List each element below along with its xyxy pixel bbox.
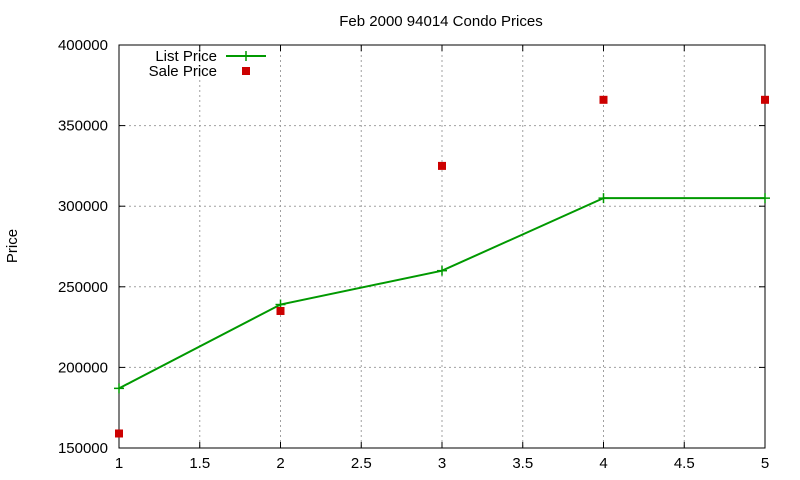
x-tick-label: 1.5 (189, 455, 210, 472)
legend-label-sale-price: Sale Price (149, 63, 217, 80)
x-tick-label: 4 (599, 455, 607, 472)
y-axis-title: Price (4, 229, 21, 263)
series-marks (114, 95, 770, 438)
list-price-point (598, 193, 609, 204)
x-tick-label: 2.5 (351, 455, 372, 472)
x-tick-label: 3 (438, 455, 446, 472)
x-axis-tick-labels: 1 1.5 2 2.5 3 3.5 4 4.5 5 (115, 455, 769, 472)
legend-swatches (226, 51, 266, 75)
x-tick-label: 5 (761, 455, 769, 472)
y-tick-label: 200000 (58, 359, 108, 376)
axis-ticks (118, 44, 766, 449)
chart-title: Feb 2000 94014 Condo Prices (339, 13, 542, 30)
sale-price-point (438, 161, 446, 170)
legend-swatch-sale-price-marker (242, 67, 250, 75)
list-price-point (114, 383, 124, 394)
y-tick-label: 250000 (58, 279, 108, 296)
x-tick-label: 4.5 (674, 455, 695, 472)
y-tick-label: 350000 (58, 118, 108, 135)
list-price-point (437, 265, 447, 276)
y-tick-label: 400000 (58, 37, 108, 54)
x-tick-label: 2 (276, 455, 284, 472)
legend-swatch-list-price-marker (241, 51, 251, 61)
x-tick-label: 1 (115, 455, 123, 472)
sale-price-point (115, 429, 123, 438)
sale-price-point (761, 95, 769, 104)
sale-price-point (599, 95, 608, 104)
sale-price-point (276, 306, 285, 315)
grid (119, 45, 765, 448)
list-price-point (760, 193, 770, 204)
legend-label-list-price: List Price (155, 48, 217, 65)
y-axis-tick-labels: 150000 200000 250000 300000 350000 400000 (58, 37, 108, 457)
x-tick-label: 3.5 (512, 455, 533, 472)
y-tick-label: 300000 (58, 198, 108, 215)
y-tick-label: 150000 (58, 440, 108, 457)
legend: List Price Sale Price (149, 48, 266, 80)
